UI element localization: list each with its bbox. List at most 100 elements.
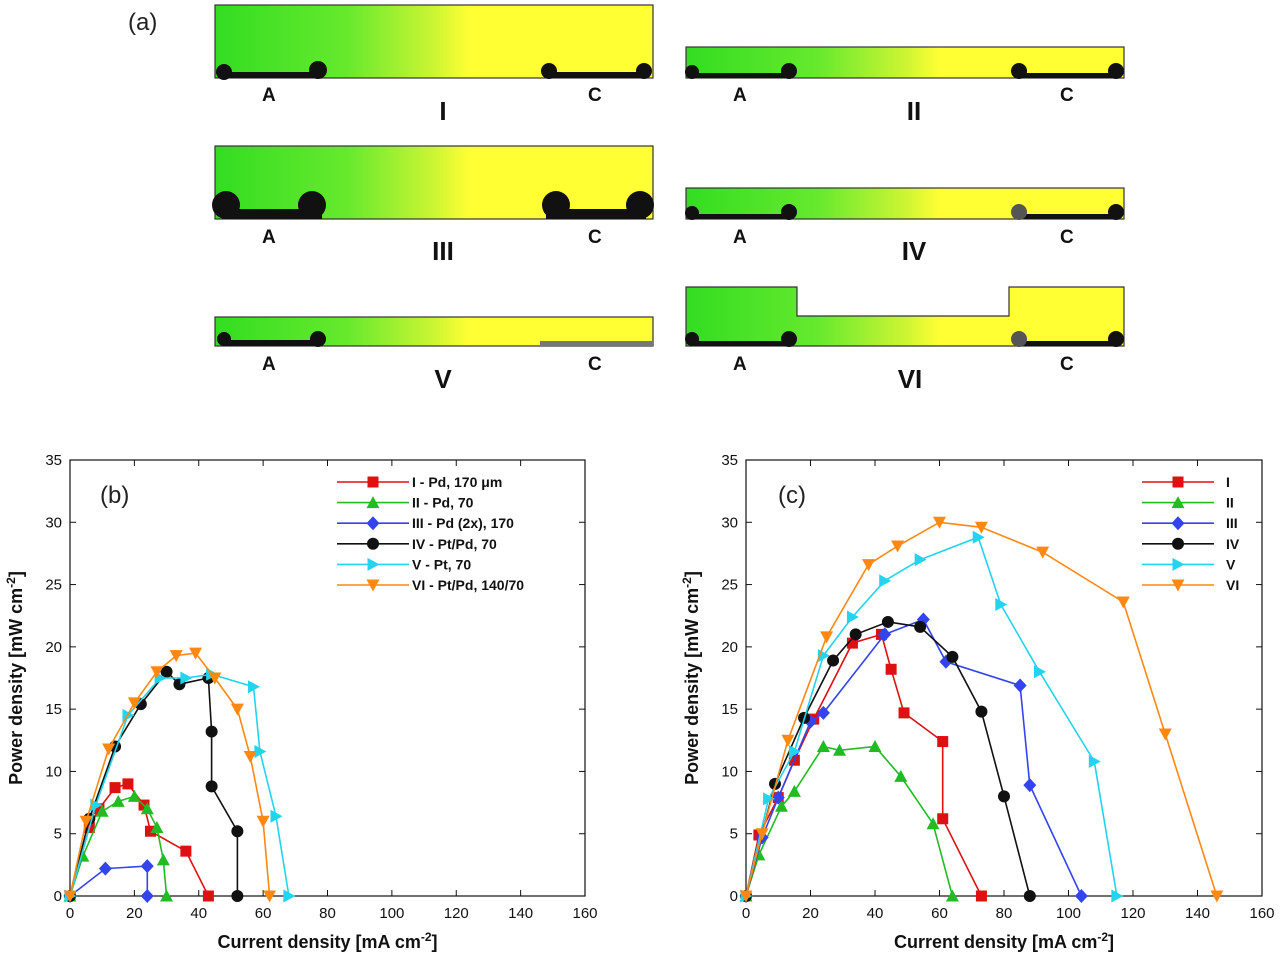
chart-b-series-2-point: [140, 802, 154, 815]
chart-c-series-5-point: [914, 553, 927, 567]
chart-c-series-5-point: [1088, 754, 1101, 768]
channel-IV-anode-rib-right: [781, 204, 797, 220]
chart-c-legend-marker: [1171, 496, 1185, 509]
chart-b-series-1-point: [109, 782, 121, 794]
chart-c-x-tick-label: 0: [742, 905, 750, 922]
chart-c-series-2-point: [774, 799, 788, 812]
chart-b-series-6: [63, 647, 277, 903]
channel-II-body: [685, 46, 1125, 79]
chart-c-series-2-line: [745, 745, 954, 897]
chart-c-legend-label: III: [1226, 515, 1238, 531]
channel-III-cathode-rib-right: [626, 191, 654, 219]
channel-I-anode-electrode: [222, 72, 322, 78]
chart-c-series-6-point: [974, 521, 988, 534]
chart-c-legend-marker: [1172, 557, 1185, 571]
channel-III-body: [214, 145, 654, 220]
channel-II-anode-rib-right: [781, 63, 797, 79]
chart-c-series-6-point: [820, 631, 834, 644]
chart-b-series-6-point: [263, 890, 277, 903]
chart-b-series-5-point: [283, 889, 296, 903]
chart-b-series-4-point: [205, 725, 218, 738]
chart-b-series-6-point: [63, 890, 77, 903]
chart-b-series-2-point: [127, 789, 141, 802]
channel-II-cathode-electrode: [1016, 73, 1118, 78]
chart-b-panel-label: (b): [100, 482, 129, 509]
channel-VI-cathode-electrode: [1016, 341, 1118, 346]
chart-b-series-4-point: [205, 780, 218, 793]
channel-IV-anode-electrode: [690, 214, 792, 219]
chart-b-x-tick-label: 120: [444, 905, 469, 922]
chart-c-series-6-point: [862, 559, 876, 572]
chart-b-series-5-point: [180, 671, 193, 685]
chart-c-y-tick-label: 15: [721, 701, 738, 718]
chart-b-legend-entry: I - Pd, 170 μm: [337, 474, 502, 490]
chart-b-series-1-point: [93, 803, 105, 815]
channel-I-anode-rib-right: [309, 61, 327, 79]
channel-III-label: III: [432, 236, 454, 266]
chart-c-series-1-point: [937, 813, 949, 825]
chart-b-legend-marker: [366, 516, 380, 531]
chart-b-x-axis-title: Current density [mA cm-2]: [217, 930, 437, 952]
chart-c-x-tick-label: 40: [867, 905, 884, 922]
chart-c-series-1-point: [937, 736, 949, 748]
chart-c-series-5: [740, 530, 1124, 903]
chart-c-series-3-point: [1074, 889, 1088, 903]
channel-IV-cathode-rib-right: [1108, 204, 1124, 220]
chart-c: 0 20 40 60 80 100 120 140 160 0 5 10 15 20 25 30 35 Curre…: [680, 452, 1275, 952]
chart-b-legend-entry: VI - Pt/Pd, 140/70: [337, 577, 524, 593]
chart-b-series-5-point: [254, 744, 267, 758]
chart-b-series-1-point: [144, 825, 156, 837]
chart-c-series-1-point: [885, 663, 897, 675]
chart-b-series-2-point: [95, 804, 109, 817]
chart-c-legend-entry: V: [1142, 556, 1236, 572]
chart-b-series-6-point: [150, 666, 164, 679]
chart-b-y-axis-title: Power density [mW cm-2]: [4, 571, 26, 785]
chart-b-legend-marker: [367, 476, 379, 488]
channel-II-anode-rib-left: [685, 65, 699, 79]
chart-c-legend-label: I: [1226, 474, 1230, 490]
chart-c-series-1-point: [898, 707, 910, 719]
channel-III-cathode-electrode: [546, 209, 646, 219]
channel-I-cathode-rib-left: [541, 63, 557, 79]
chart-c-x-tick-label: 100: [1056, 905, 1081, 922]
channel-I-anode-label: A: [262, 85, 276, 106]
channel-III-anode-label: A: [262, 227, 276, 248]
chart-c-series-5-line: [745, 536, 1118, 897]
chart-c-series-5-point: [763, 792, 776, 806]
chart-c-series-4-point: [998, 790, 1010, 803]
chart-b-legend-label: III - Pd (2x), 170: [412, 515, 514, 531]
chart-c-series-6-point: [781, 734, 795, 747]
channel-III-anode-electrode: [222, 209, 322, 219]
chart-b-y-tick-label: 5: [54, 826, 62, 843]
chart-b-series-2-point: [111, 794, 125, 807]
chart-c-y-tick-label: 10: [721, 763, 738, 780]
chart-b-y-tick-label: 30: [45, 514, 62, 531]
chart-b-series-6-point: [208, 672, 222, 685]
chart-b-series-6-point: [189, 647, 203, 660]
channel-I-cathode-rib-right: [636, 63, 652, 79]
chart-b-series-4-point: [160, 665, 173, 678]
chart-b-series-6-line: [69, 652, 271, 897]
chart-b-series-6-point: [169, 650, 183, 663]
chart-b-legend-label: II - Pd, 70: [412, 495, 474, 511]
chart-b-legend-label: V - Pt, 70: [412, 556, 471, 572]
chart-c-series-4-point: [849, 628, 862, 641]
channel-II-label: II: [907, 96, 921, 126]
chart-c-x-tick-label: 20: [802, 905, 819, 922]
chart-c-series-5-point: [1033, 665, 1046, 679]
chart-c-series-6-point: [1210, 890, 1224, 903]
chart-c-y-tick-label: 35: [721, 452, 738, 469]
chart-c-series-6-point: [739, 890, 753, 903]
chart-c-series-1-point: [975, 890, 987, 902]
channel-I-cathode-label: C: [588, 85, 602, 106]
chart-c-series-4-point: [827, 654, 840, 667]
chart-c-y-axis-title: Power density [mW cm-2]: [680, 571, 702, 785]
channel-I-cathode-electrode: [546, 72, 646, 78]
chart-b-legend-label: IV - Pt/Pd, 70: [412, 536, 497, 552]
channel-V-anode-label: A: [262, 354, 276, 375]
chart-c-legend-label: V: [1226, 556, 1236, 572]
chart-b-legend-entry: III - Pd (2x), 170: [337, 515, 514, 531]
chart-b-y-tick-label: 15: [45, 701, 62, 718]
chart-b-y-tick-label: 25: [45, 577, 62, 594]
